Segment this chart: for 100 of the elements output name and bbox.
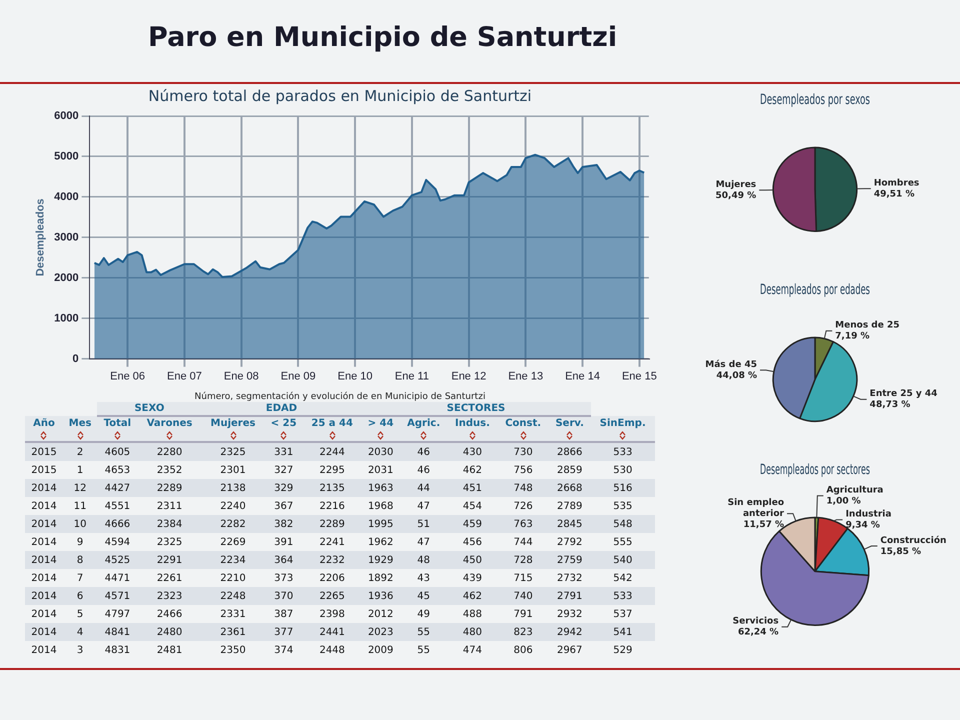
data-label: 2138 [201,479,265,497]
x-tick-label: Total [97,416,138,442]
x-tick-label: > 44 [362,416,400,442]
slice-label: Menos de 25 [835,320,900,331]
data-label: 4427 [97,479,138,497]
data-label: 329 [264,479,303,497]
data-label: 1995 [362,515,400,533]
data-label: 430 [447,442,498,461]
x-tick-label: Ene 07 [167,370,202,382]
data-label: 327 [273,464,294,478]
data-label: 2311 [156,500,184,514]
x-tick-label: Ene 14 [565,370,600,382]
chart-title: Desempleados por sectores [760,460,870,478]
data-label: 2791 [548,587,591,605]
data-label: 8 [62,551,98,569]
data-label: 4571 [97,587,138,605]
data-label: 44 [400,479,448,497]
data-label: 2301 [219,464,247,478]
data-label: 48,73 % [870,400,910,410]
y-tick-label: 0 [72,352,79,365]
data-label: 2325 [201,442,265,461]
data-label: 4605 [97,442,138,461]
data-label: 4551 [104,500,132,514]
data-label: 533 [590,442,655,461]
data-label: 47 [416,500,432,514]
y-tick-label: 2014 [25,587,63,605]
data-label: 4471 [104,572,132,586]
data-label: 763 [498,515,549,533]
x-tick-label: Ene 09 [280,370,316,382]
data-label: 2441 [302,623,362,641]
data-label: 715 [512,572,534,586]
data-label: 2269 [219,536,247,550]
data-label: 47 [416,536,432,550]
slice-label: Más de 45 [705,359,758,370]
data-label: 555 [612,536,634,550]
data-label: 2234 [201,551,265,569]
data-label: 2932 [556,608,584,622]
data-label: 7,19 % [835,332,870,342]
y-tick-label: 3000 [54,231,79,244]
data-label: 474 [462,644,484,658]
x-tick-label: Ene 10 [338,370,372,382]
data-label: 4841 [97,623,138,641]
chart-title: Desempleados por sexos [760,90,870,108]
slice-label: Entre 25 y 44 [870,389,938,400]
y-tick-label: 2014 [30,644,58,658]
data-label: 2232 [302,551,362,569]
data-label: 9,34 % [846,520,880,531]
text: Paro en Municipio de Santurtzi [148,22,618,53]
data-label: 2668 [548,479,591,497]
data-label: 728 [498,551,549,569]
slice-label: Industria [846,510,892,520]
x-tick-label: Mes [62,416,98,442]
data-label: 374 [273,644,294,658]
data-label: 1929 [362,551,400,569]
data-label: 2031 [366,464,394,478]
text: SECTORES [362,402,591,416]
data-label: 2 [62,442,98,461]
data-label: 391 [273,536,294,550]
x-tick-label: Ene 13 [508,370,544,382]
data-label: 382 [264,515,303,533]
data-label: 2009 [366,644,394,658]
data-label: 542 [612,572,634,586]
data-label: 1,00 % [826,496,861,507]
data-label: 535 [612,500,634,514]
y-tick-label: 2015 [25,442,63,461]
slice-label: Servicios [732,616,779,627]
y-axis-title: Desempleados [34,198,47,276]
data-label: 55 [416,644,432,658]
data-label: 439 [462,572,484,586]
data-label: 9 [76,536,84,550]
data-label: 1963 [362,479,400,497]
text: EDAD [201,402,362,416]
data-label: 55 [400,623,448,641]
y-tick-label: 2000 [54,272,79,284]
data-label: 1936 [362,587,400,605]
data-label: 12 [62,479,98,497]
data-label: 541 [590,623,655,641]
data-label: 1968 [366,500,394,514]
slice-label: Construcción [880,534,946,546]
y-axis-title: Año [25,416,63,442]
x-tick-label: Ene 06 [110,370,146,382]
data-label: 2448 [318,644,346,658]
data-label: 2398 [318,608,346,622]
data-label: 2352 [156,464,184,478]
data-label: 2135 [302,479,362,497]
y-tick-label: 2014 [30,572,58,586]
y-tick-label: 4000 [54,190,79,203]
data-label: 2481 [156,644,184,658]
y-tick-label: 2014 [30,536,58,550]
data-label: 2866 [548,442,591,461]
data-label: 530 [612,464,634,478]
x-tick-label: Ene 11 [394,370,429,382]
data-label: 373 [273,572,294,586]
data-label: 3 [76,644,84,658]
data-label: 456 [462,536,484,550]
data-label: 48 [400,551,448,569]
data-label: 331 [264,442,303,461]
data-label: 2331 [219,608,247,622]
y-tick-label: 2014 [25,551,63,569]
data-label: 806 [512,644,534,658]
